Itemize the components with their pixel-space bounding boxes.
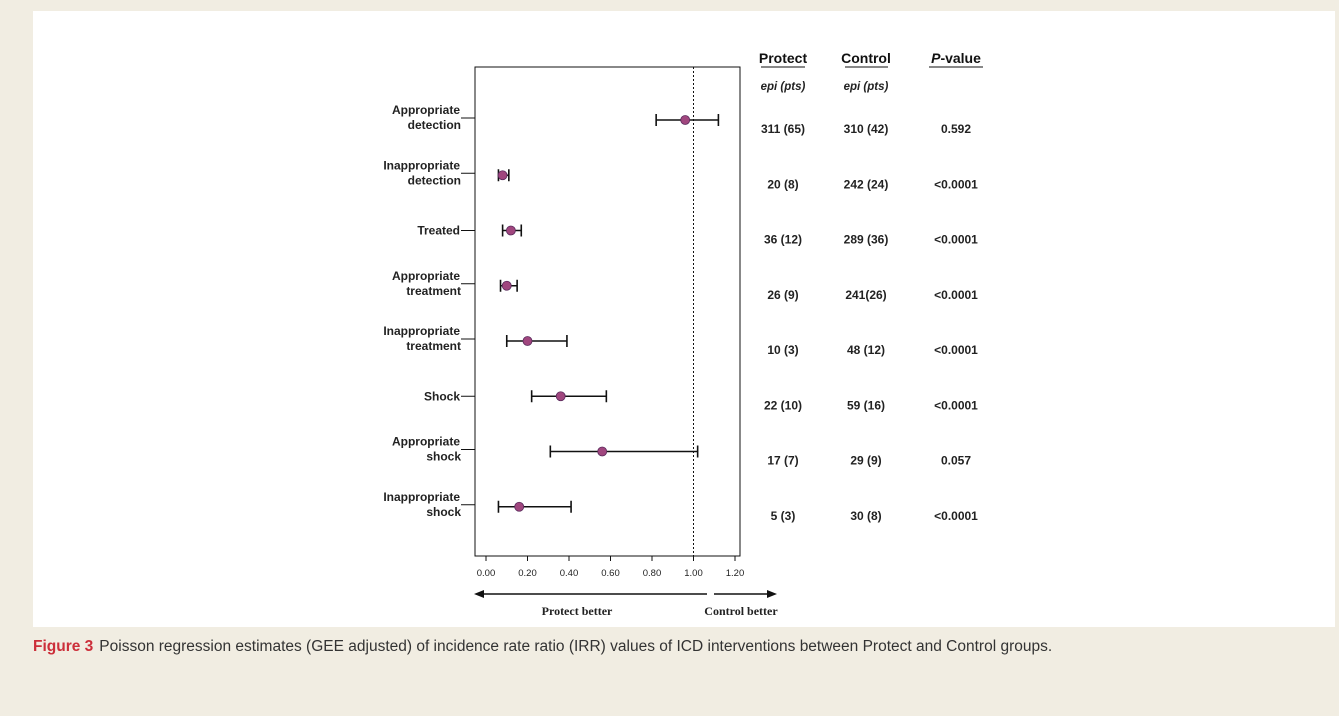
row-label-4-line2: treatment: [406, 339, 461, 353]
control-subheader: epi (pts): [844, 81, 889, 93]
pvalue-cell-4: <0.0001: [934, 343, 978, 357]
protect-cell-4: 10 (3): [767, 343, 798, 357]
x-tick-label-0: 0.00: [477, 568, 496, 579]
x-tick-label-3: 0.60: [601, 568, 620, 579]
x-tick-label-6: 1.20: [726, 568, 745, 579]
direction-left-label: Protect better: [542, 604, 613, 618]
protect-better-arrowhead: [474, 590, 484, 598]
row-label-5: Shock: [424, 389, 460, 403]
estimate-point-5: [555, 391, 566, 402]
pvalue-cell-3: <0.0001: [934, 288, 978, 302]
row-label-3-line2: treatment: [406, 284, 461, 298]
protect-header: Protect: [759, 50, 808, 66]
row-label-0-line1: Appropriate: [392, 103, 460, 117]
row-label-7-line1: Inappropriate: [383, 490, 460, 504]
figure-caption: Figure 3 Poisson regression estimates (GE…: [33, 634, 1333, 660]
row-label-2: Treated: [417, 224, 460, 238]
protect-cell-6: 17 (7): [767, 454, 798, 468]
pvalue-header-rest: -value: [940, 50, 981, 66]
protect-subheader: epi (pts): [761, 81, 806, 93]
estimate-point-4: [522, 336, 533, 346]
estimate-point-3: [501, 280, 512, 291]
plot-layer: 0.00 0.20 0.40 0.60 0.80 1.00 1.20Appropriated…: [383, 67, 978, 598]
estimate-point-6: [597, 446, 608, 457]
forest-plot: Protect epi (pts) Control epi (pts) P-va…: [383, 50, 983, 618]
figure-panel: Protect epi (pts) Control epi (pts) P-va…: [33, 11, 1335, 627]
row-label-3-line1: Appropriate: [392, 269, 460, 283]
control-cell-0: 310 (42): [844, 122, 889, 136]
x-tick-label-5: 1.00: [684, 568, 703, 579]
pvalue-cell-6: 0.057: [941, 454, 971, 468]
protect-cell-7: 5 (3): [771, 509, 796, 523]
row-label-1-line2: detection: [408, 173, 461, 187]
plot-frame: [474, 66, 741, 557]
caption-text: Poisson regression estimates (GEE adjust…: [99, 638, 1053, 655]
control-cell-4: 48 (12): [847, 343, 885, 357]
row-label-7-line2: shock: [426, 505, 461, 519]
pvalue-header: P-value: [931, 50, 981, 66]
protect-cell-5: 22 (10): [764, 398, 802, 412]
protect-cell-0: 311 (65): [761, 122, 805, 136]
row-label-0-line2: detection: [408, 118, 461, 132]
control-better-arrowhead: [767, 590, 777, 598]
control-cell-3: 241(26): [845, 288, 886, 302]
pvalue-header-italic: P: [931, 50, 941, 66]
row-label-4-line1: Inappropriate: [383, 324, 460, 338]
x-tick-label-4: 0.80: [643, 568, 662, 579]
control-cell-5: 59 (16): [847, 398, 885, 412]
control-cell-1: 242 (24): [844, 177, 889, 191]
control-cell-7: 30 (8): [850, 509, 881, 523]
x-tick-label-2: 0.40: [560, 568, 579, 579]
table-headers: Protect epi (pts) Control epi (pts) P-va…: [759, 50, 983, 93]
row-label-1-line1: Inappropriate: [383, 158, 460, 172]
protect-cell-1: 20 (8): [767, 177, 798, 191]
control-cell-2: 289 (36): [844, 233, 889, 247]
pvalue-cell-0: 0.592: [941, 122, 971, 136]
estimate-point-7: [514, 501, 525, 512]
pvalue-cell-7: <0.0001: [934, 509, 978, 523]
protect-cell-3: 26 (9): [767, 288, 798, 302]
pvalue-cell-1: <0.0001: [934, 177, 978, 191]
pvalue-cell-2: <0.0001: [934, 233, 978, 247]
protect-cell-2: 36 (12): [764, 233, 802, 247]
estimate-point-1: [497, 170, 508, 181]
control-cell-6: 29 (9): [850, 454, 881, 468]
row-label-6-line2: shock: [426, 450, 461, 464]
pvalue-cell-5: <0.0001: [934, 398, 978, 412]
estimate-point-2: [505, 225, 516, 236]
row-label-6-line1: Appropriate: [392, 435, 460, 449]
estimate-point-0: [680, 115, 691, 125]
x-tick-label-1: 0.20: [518, 568, 537, 579]
direction-right-label: Control better: [704, 604, 778, 618]
control-header: Control: [841, 50, 891, 66]
caption-label: Figure 3: [33, 638, 94, 655]
